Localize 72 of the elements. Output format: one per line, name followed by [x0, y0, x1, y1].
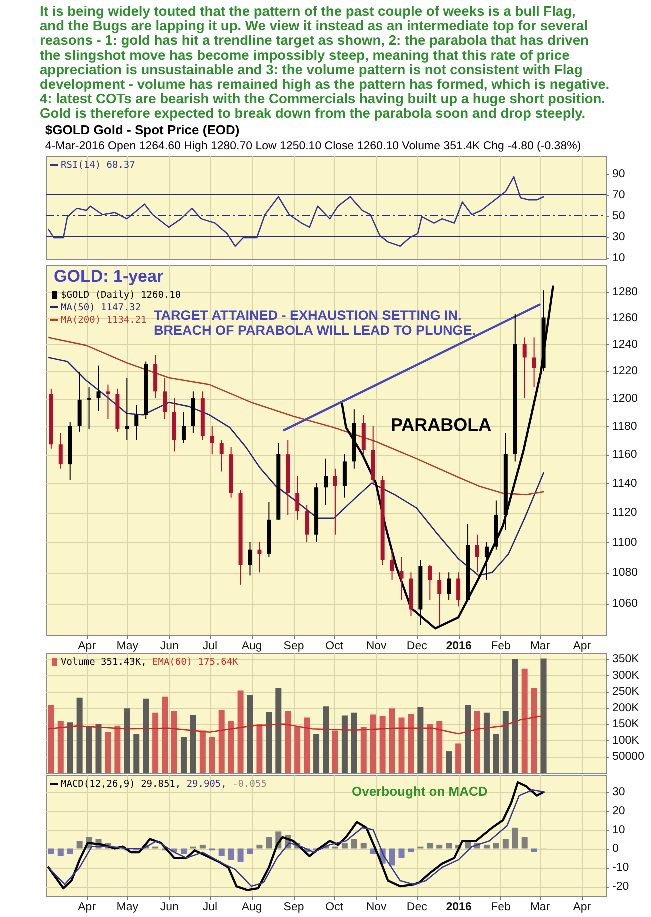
x-tick-label: May: [116, 640, 139, 652]
y-tick-label: 10: [612, 824, 626, 836]
annotation: PARABOLA: [391, 415, 492, 435]
y-tick-label: 30: [612, 786, 626, 799]
y-tick-label: 1280: [612, 286, 638, 298]
y-tick-label: 300K: [612, 670, 640, 682]
x-tick-label: Apr: [573, 902, 592, 914]
y-tick-label: 1100: [612, 536, 638, 549]
x-tick-label: Feb: [491, 640, 511, 652]
y-tick-label: 1060: [612, 598, 638, 610]
x-tick-label: Sep: [284, 902, 304, 914]
x-tick-label: Jun: [160, 902, 179, 914]
x-tick-label: Oct: [326, 902, 344, 914]
legend-label: MA(200) 1134.21: [61, 315, 148, 326]
legend-label: MACD(12,26,9) 29.851,: [61, 779, 182, 790]
x-tick-label: Apr: [78, 902, 96, 914]
y-tick-label: 50: [612, 210, 626, 222]
x-tick-label: Sep: [284, 640, 304, 652]
y-tick-label: -20: [612, 881, 630, 894]
y-tick-label: 0: [612, 843, 619, 856]
annotation: GOLD: 1-year: [54, 267, 164, 286]
x-tick-label: May: [116, 902, 139, 914]
x-tick-label: Apr: [78, 640, 96, 652]
x-tick-label: Aug: [242, 902, 262, 914]
y-tick-label: 350K: [612, 654, 640, 666]
y-tick-label: 150K: [612, 718, 640, 731]
y-tick-label: 10: [612, 252, 626, 264]
legend-label: $GOLD (Daily) 1260.10: [61, 290, 182, 301]
x-tick-label: Jul: [202, 902, 218, 914]
x-tick-label: Dec: [406, 902, 428, 914]
x-tick-label: Jul: [202, 640, 218, 652]
chart-subtitle: 4-Mar-2016 Open 1264.60 High 1280.70 Low 1250.10 Close 1260.10 Volume 351.4K Chg -4.80 (-0.38%): [45, 140, 582, 152]
y-tick-label: 1160: [612, 449, 638, 462]
legend-label: MA(50) 1147.32: [61, 302, 142, 314]
y-tick-label: 100K: [612, 734, 640, 747]
annotation: TARGET ATTAINED - EXHAUSTION SETTING IN. BREACH OF PARABOLA WILL LEAD TO PLUNGE.: [154, 308, 476, 338]
y-tick-label: 1240: [612, 338, 638, 351]
y-tick-label: -10: [612, 862, 630, 874]
text: EMA(60) 175.64K: [152, 657, 239, 668]
x-tick-label: 2016: [446, 640, 472, 652]
text: It is being widely touted that the pattern of the past couple of weeks is a bull Flag, and the Bugs are lapping it up. We view it instead as an intermediate top for several reasons - 1: gold has hit a trendline target as shown, 2: the parabola that has driven the slingshot move has become impossibly steep, meaning that this rate of price appreciation is unsustainable and 3: the volume pattern is not consistent with Flag development - volume has remained high as the pattern has formed, which is negative. 4: latest COTs are bearish with the Commercials having built up a huge short position. Gold is therefore expected to break down from the parabola soon and drop steeply.: [40, 4, 610, 122]
y-tick-label: 1080: [612, 567, 638, 580]
x-tick-label: Feb: [491, 902, 511, 914]
x-tick-label: Jun: [160, 640, 179, 652]
y-tick-label: 200K: [612, 702, 640, 714]
y-tick-label: 70: [612, 189, 626, 202]
y-tick-label: 20: [612, 805, 626, 818]
y-tick-label: 1220: [612, 366, 638, 378]
y-tick-label: 1140: [612, 478, 638, 490]
x-tick-label: Nov: [366, 902, 388, 914]
x-tick-label: Apr: [573, 640, 592, 652]
legend-label: RSI(14) 68.37: [61, 160, 136, 171]
x-tick-label: 2016: [446, 902, 472, 914]
y-tick-label: 50000: [612, 751, 644, 764]
x-tick-label: Oct: [326, 640, 344, 652]
text: -0.055: [232, 779, 267, 790]
x-tick-label: Dec: [406, 640, 428, 652]
y-tick-label: 1120: [612, 507, 638, 520]
y-tick-label: 1180: [612, 420, 638, 433]
legend-label: Volume 351.43K,: [61, 657, 147, 668]
text: 29.905,: [186, 779, 227, 790]
y-tick-label: 250K: [612, 686, 640, 698]
y-tick-label: 90: [612, 168, 626, 180]
x-tick-label: Mar: [530, 640, 550, 652]
annotation: Overbought on MACD: [352, 784, 488, 799]
y-tick-label: 30: [612, 231, 626, 244]
chart-title: $GOLD Gold - Spot Price (EOD): [45, 122, 240, 138]
x-tick-label: Mar: [530, 902, 550, 914]
y-tick-label: 1260: [612, 312, 638, 324]
y-tick-label: 1200: [612, 393, 638, 406]
x-tick-label: Nov: [366, 640, 388, 652]
x-tick-label: Aug: [242, 640, 262, 652]
